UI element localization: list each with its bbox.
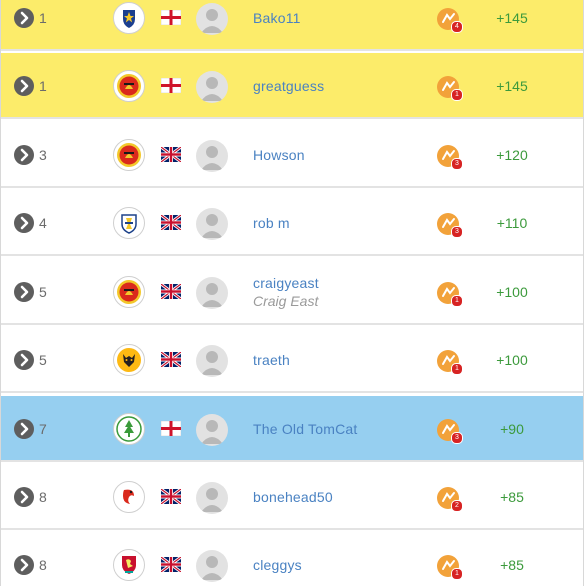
prediction-badge[interactable]: 4 — [437, 8, 463, 33]
leaderboard-row[interactable]: 5 traeth 1 +100 — [1, 327, 583, 393]
prediction-badge[interactable]: 3 — [437, 419, 463, 444]
badge-count: 4 — [451, 21, 463, 33]
uk-flag-icon — [161, 147, 181, 162]
chevron-right-icon[interactable] — [14, 350, 34, 370]
uk-flag-icon — [161, 352, 181, 367]
leaderboard-row[interactable]: 5 craigyeast Craig East 1 +100 — [1, 259, 583, 325]
points: +120 — [496, 147, 528, 163]
prediction-badge[interactable]: 1 — [437, 282, 463, 307]
rank: 5 — [39, 352, 47, 368]
prediction-badge[interactable]: 1 — [437, 555, 463, 580]
badge-count: 1 — [451, 295, 463, 307]
username-link[interactable]: traeth — [253, 352, 290, 368]
leaderboard-row[interactable]: 4 rob m 3 +110 — [1, 190, 583, 256]
points: +85 — [500, 557, 524, 573]
chevron-right-icon[interactable] — [14, 8, 34, 28]
chevron-right-icon[interactable] — [14, 145, 34, 165]
uk-flag-icon — [161, 215, 181, 230]
prediction-badge[interactable]: 3 — [437, 145, 463, 170]
points: +145 — [496, 78, 528, 94]
prediction-badge[interactable]: 2 — [437, 487, 463, 512]
username-link[interactable]: The Old TomCat — [253, 421, 358, 437]
real-name: Craig East — [253, 293, 319, 309]
leaderboard-row[interactable]: 1 greatguess 1 +145 — [1, 53, 583, 119]
bournemouth-crest-icon — [113, 481, 145, 513]
badge-count: 3 — [451, 226, 463, 238]
user-placeholder-icon[interactable] — [196, 482, 228, 514]
user-placeholder-icon[interactable] — [196, 550, 228, 582]
badge-count: 3 — [451, 432, 463, 444]
uk-flag-icon — [161, 284, 181, 299]
username-link[interactable]: rob m — [253, 215, 290, 231]
badge-count: 1 — [451, 568, 463, 580]
chevron-right-icon[interactable] — [14, 213, 34, 233]
points: +110 — [496, 215, 528, 231]
wolves-crest-icon — [113, 344, 145, 376]
liverpool-crest-icon — [113, 549, 145, 581]
rank: 7 — [39, 421, 47, 437]
prediction-badge[interactable]: 3 — [437, 213, 463, 238]
points: +145 — [496, 10, 528, 26]
portsmouth-crest-icon — [113, 2, 145, 34]
chevron-right-icon[interactable] — [14, 76, 34, 96]
leaderboard-row[interactable]: 1 Bako11 4 +145 — [1, 0, 583, 51]
user-placeholder-icon[interactable] — [196, 345, 228, 377]
leaderboard-row-own[interactable]: 7 The Old TomCat 3 +90 — [1, 396, 583, 462]
uk-flag-icon — [161, 557, 181, 572]
uk-flag-icon — [161, 489, 181, 504]
user-placeholder-icon[interactable] — [196, 414, 228, 446]
rank: 1 — [39, 78, 47, 94]
user-placeholder-icon[interactable] — [196, 208, 228, 240]
user-placeholder-icon[interactable] — [196, 277, 228, 309]
man-united-crest-icon — [113, 139, 145, 171]
badge-count: 3 — [451, 158, 463, 170]
rank: 5 — [39, 284, 47, 300]
badge-count: 1 — [451, 363, 463, 375]
leaderboard-row[interactable]: 8 bonehead50 2 +85 — [1, 464, 583, 530]
forest-green-crest-icon — [113, 413, 145, 445]
chevron-right-icon[interactable] — [14, 555, 34, 575]
england-flag-icon — [161, 421, 181, 436]
prediction-badge[interactable]: 1 — [437, 76, 463, 101]
rank: 1 — [39, 10, 47, 26]
leeds-crest-icon — [113, 207, 145, 239]
points: +100 — [496, 284, 528, 300]
points: +85 — [500, 489, 524, 505]
user-placeholder-icon[interactable] — [196, 140, 228, 172]
rank: 8 — [39, 489, 47, 505]
rank: 4 — [39, 215, 47, 231]
username-link[interactable]: Bako11 — [253, 10, 301, 26]
badge-count: 1 — [451, 89, 463, 101]
man-united-crest-icon — [113, 70, 145, 102]
england-flag-icon — [161, 78, 181, 93]
points: +100 — [496, 352, 528, 368]
chevron-right-icon[interactable] — [14, 487, 34, 507]
username-link[interactable]: Howson — [253, 147, 305, 163]
username-link[interactable]: cleggys — [253, 557, 302, 573]
rank: 3 — [39, 147, 47, 163]
leaderboard-row[interactable]: 3 Howson 3 +120 — [1, 122, 583, 188]
username-link[interactable]: bonehead50 — [253, 489, 333, 505]
england-flag-icon — [161, 10, 181, 25]
points: +90 — [500, 421, 524, 437]
chevron-right-icon[interactable] — [14, 282, 34, 302]
man-united-crest-icon — [113, 276, 145, 308]
user-placeholder-icon[interactable] — [196, 3, 228, 35]
user-placeholder-icon[interactable] — [196, 71, 228, 103]
chevron-right-icon[interactable] — [14, 419, 34, 439]
rank: 8 — [39, 557, 47, 573]
username-link[interactable]: craigyeast — [253, 275, 319, 291]
badge-count: 2 — [451, 500, 463, 512]
prediction-badge[interactable]: 1 — [437, 350, 463, 375]
leaderboard-row[interactable]: 8 cleggys 1 +85 — [1, 532, 583, 586]
username-link[interactable]: greatguess — [253, 78, 325, 94]
